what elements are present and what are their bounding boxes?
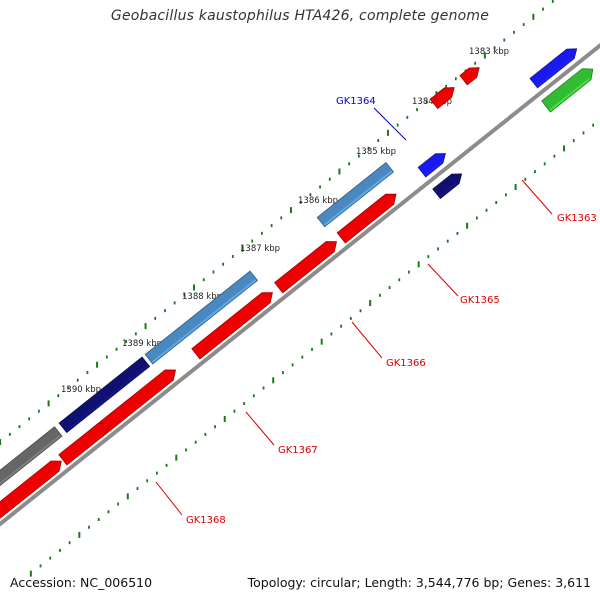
gene-arrow[interactable] [191, 292, 273, 360]
gene-arrow[interactable] [336, 193, 397, 244]
scale-label: 1385 kbp [356, 147, 396, 157]
gene-leader-line [351, 321, 383, 359]
gene-features [0, 48, 594, 519]
gene-arrow[interactable] [316, 161, 395, 228]
gene-arrow[interactable] [432, 173, 463, 200]
gene-arrow-highlight [66, 432, 105, 464]
gene-arrow-highlight [65, 365, 149, 432]
gene-arrow-highlight [151, 279, 257, 363]
tick-marks [0, 0, 595, 577]
gene-label[interactable]: GK1365 [460, 295, 500, 306]
gene-arrow[interactable] [144, 270, 259, 365]
scale-label: 1383 kbp [469, 47, 509, 57]
gene-arrow-highlight [199, 301, 270, 358]
gene-arrow-highlight [424, 161, 442, 176]
gene-arrow-highlight [344, 202, 393, 242]
gene-label[interactable]: GK1366 [386, 358, 426, 369]
gene-arrow[interactable] [274, 241, 337, 294]
scale-label: 1388 kbp [182, 292, 222, 302]
gene-leader-line [427, 263, 459, 297]
gene-arrow-highlight [549, 78, 590, 111]
gene-label[interactable]: GK1363 [557, 213, 597, 224]
gene-arrow[interactable] [58, 356, 151, 434]
accession-text: Accession: NC_006510 [10, 575, 153, 590]
gene-arrow-highlight [0, 434, 61, 486]
gene-arrow[interactable] [529, 48, 578, 89]
gene-arrow[interactable] [58, 423, 109, 466]
gene-arrow-highlight [0, 469, 59, 518]
gene-arrow-highlight [466, 76, 476, 84]
gene-labels: GK1364 GK1363 GK1365 GK1366 GK1367 GK1368 [155, 96, 597, 526]
gene-arrow-highlight [436, 95, 451, 108]
gene-arrow-highlight [536, 57, 574, 87]
gene-arrow[interactable] [459, 67, 480, 86]
scale-label: 1390 kbp [61, 385, 101, 395]
gene-leader-line [245, 411, 275, 446]
scale-label: 1386 kbp [298, 196, 338, 206]
gene-leader-line [155, 481, 183, 516]
gene-arrow-highlight [281, 250, 334, 292]
scale-label: 1387 kbp [240, 244, 280, 254]
gene-leader-line [521, 179, 553, 215]
gene-arrow[interactable] [429, 87, 455, 110]
gene-arrow-highlight [100, 378, 173, 437]
genome-backbone [0, 43, 600, 527]
scale-label: 1389 kbp [122, 339, 162, 349]
genome-title: Geobacillus kaustophilus HTA426, complet… [110, 8, 490, 24]
gene-leader-line [373, 107, 407, 141]
gene-label[interactable]: GK1367 [278, 445, 318, 456]
gene-arrow[interactable] [541, 68, 594, 113]
gene-label[interactable]: GK1364 [336, 96, 376, 107]
gene-arrow-highlight [439, 182, 458, 198]
gene-arrow-highlight [323, 170, 393, 226]
gene-arrow[interactable] [417, 153, 446, 178]
genome-summary-text: Topology: circular; Length: 3,544,776 bp… [247, 575, 591, 590]
gene-label[interactable]: GK1368 [186, 515, 226, 526]
